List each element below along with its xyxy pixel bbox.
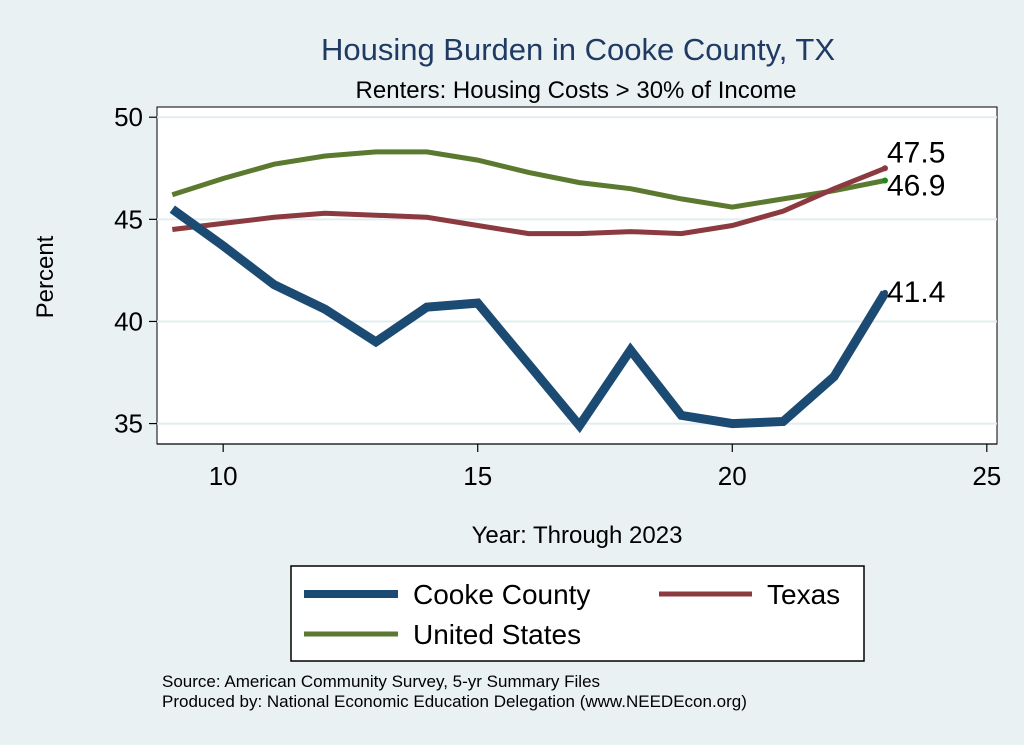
legend-label-cooke-county: Cooke County [413,579,590,610]
series-line-united-states [171,149,886,210]
source-line-2: Produced by: National Economic Education… [162,692,747,711]
x-tick-label-25: 25 [972,461,1001,491]
y-tick-label-50: 50 [114,102,143,132]
x-tick-label-20: 20 [718,461,747,491]
x-tick-label-10: 10 [209,461,238,491]
series-end-marker-united-states [882,177,888,184]
y-axis-label: Percent [32,235,59,318]
series-line-texas [172,165,886,237]
legend-label-texas: Texas [767,579,840,610]
legend: Cooke County Texas United States [290,565,865,662]
end-labels: 41.4 47.546.9 [887,136,945,309]
chart-title: Housing Burden in Cooke County, TX [321,32,835,67]
series-end-marker-texas [882,165,888,172]
plot-area [156,106,998,445]
end-label-united-states: 46.9 [887,170,945,203]
y-tick-label-45: 45 [114,204,143,234]
x-tick-label-15: 15 [463,461,492,491]
series-end-marker-cooke-county [882,289,888,296]
y-tick-label-40: 40 [114,306,143,336]
legend-box [290,565,865,662]
end-label-texas: 47.5 [887,136,945,169]
x-axis-label: Year: Through 2023 [472,522,683,549]
axes: 35 40 45 50 10 15 20 25 [114,102,1001,491]
series-line-cooke-county [169,205,889,434]
y-tick-label-35: 35 [114,409,143,439]
series-lines [169,149,889,434]
source-line-1: Source: American Community Survey, 5-yr … [162,672,600,691]
end-label-cooke-county: 41.4 [887,276,945,309]
legend-label-united-states: United States [413,619,581,650]
chart-subtitle: Renters: Housing Costs > 30% of Income [356,77,797,104]
